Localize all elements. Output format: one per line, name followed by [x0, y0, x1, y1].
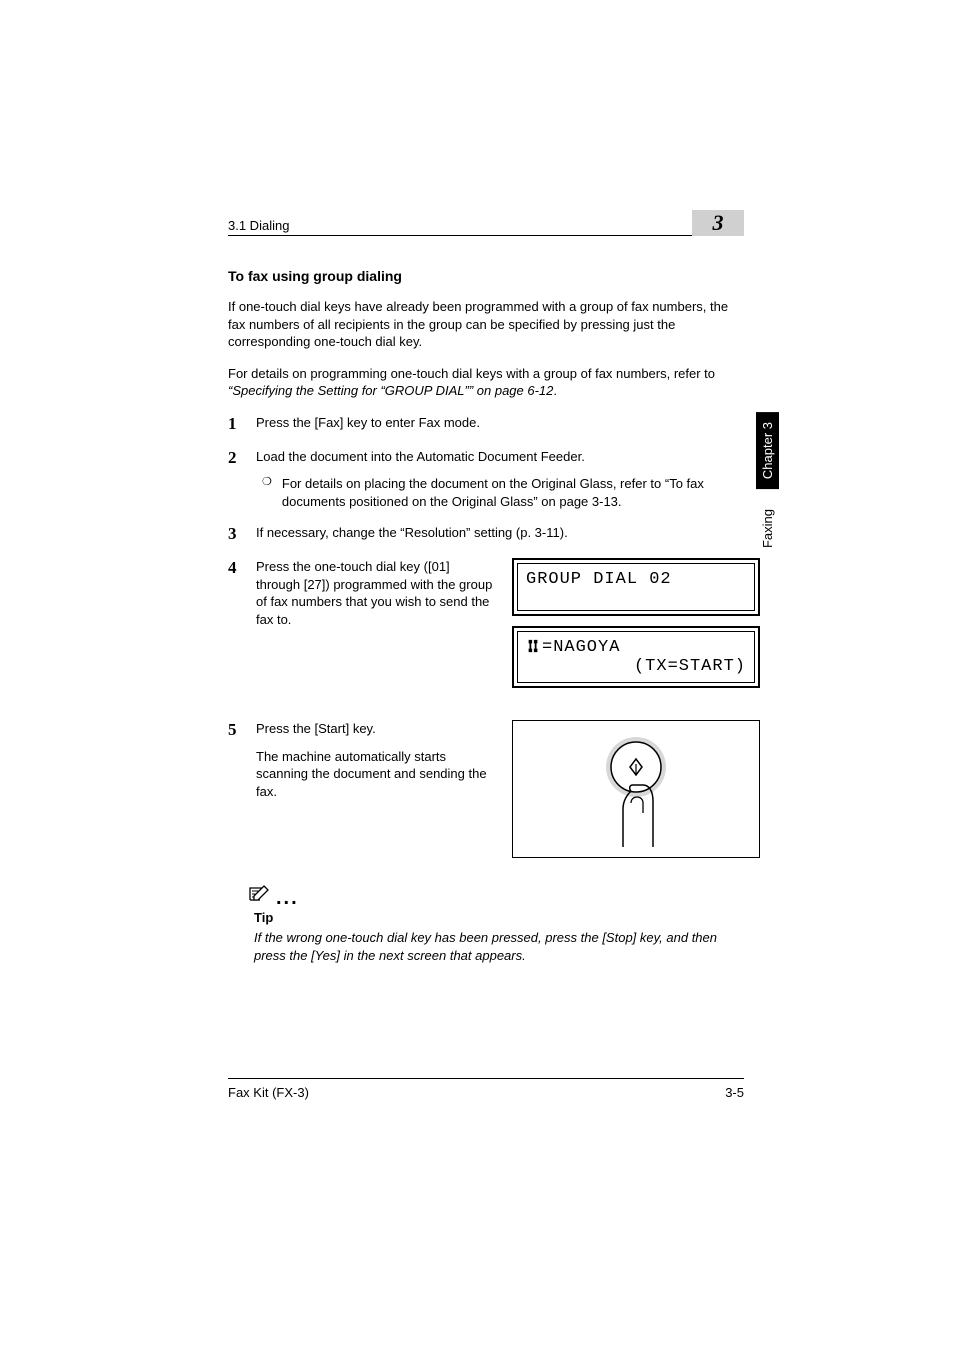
section-title: To fax using group dialing	[228, 268, 744, 284]
step-1-num: 1	[228, 414, 244, 434]
step-2-body: Load the document into the Automatic Doc…	[256, 448, 744, 511]
sub-bullet-icon: ❍	[262, 475, 272, 510]
footer-right: 3-5	[725, 1085, 744, 1100]
step-1-text: Press the [Fax] key to enter Fax mode.	[256, 414, 744, 434]
step-2-sub-c: .	[618, 494, 622, 509]
step-4-num: 4	[228, 558, 244, 698]
chapter-number-box: 3	[692, 210, 744, 236]
footer-left: Fax Kit (FX-3)	[228, 1085, 309, 1100]
step-2-sub-a: For details on placing the document on t…	[282, 476, 665, 491]
step-2-num: 2	[228, 448, 244, 511]
steps-list: 1 Press the [Fax] key to enter Fax mode.…	[228, 414, 744, 859]
start-key-figure	[512, 720, 760, 858]
step-2-subtext: For details on placing the document on t…	[282, 475, 744, 510]
lcd-displays: GROUP DIAL 02 =NAGOYA (TX=START)	[512, 558, 760, 698]
side-tab-section: Faxing	[756, 499, 779, 558]
step-2-subitem: ❍ For details on placing the document on…	[262, 475, 744, 510]
step-5-body: Press the [Start] key. The machine autom…	[256, 720, 494, 800]
page-footer: Fax Kit (FX-3) 3-5	[228, 1078, 744, 1100]
intro-paragraph-1: If one-touch dial keys have already been…	[228, 298, 744, 351]
step-5-text2: The machine automatically starts scannin…	[256, 748, 494, 801]
step-1: 1 Press the [Fax] key to enter Fax mode.	[228, 414, 744, 434]
step-2-text: Load the document into the Automatic Doc…	[256, 449, 585, 464]
tip-label: Tip	[254, 910, 744, 925]
side-tab-chapter: Chapter 3	[756, 412, 779, 489]
phone-icon	[526, 639, 540, 653]
lcd-2-line2: (TX=START)	[526, 657, 746, 676]
chapter-number: 3	[713, 210, 724, 236]
page-content: 3.1 Dialing 3 To fax using group dialing…	[228, 210, 744, 964]
tip-text: If the wrong one-touch dial key has been…	[254, 929, 744, 964]
step-5: 5 Press the [Start] key. The machine aut…	[228, 720, 744, 858]
step-5-text: Press the [Start] key.	[256, 720, 494, 738]
section-ref: 3.1 Dialing	[228, 218, 289, 233]
tip-dots: ...	[276, 888, 299, 908]
step-5-row: Press the [Start] key. The machine autom…	[256, 720, 760, 858]
lcd-display-1: GROUP DIAL 02	[512, 558, 760, 616]
step-4: 4 Press the one-touch dial key ([01] thr…	[228, 558, 744, 698]
step-4-row: Press the one-touch dial key ([01] throu…	[256, 558, 760, 698]
step-4-text: Press the one-touch dial key ([01] throu…	[256, 558, 494, 628]
intro-paragraph-2: For details on programming one-touch dia…	[228, 365, 744, 400]
step-3-num: 3	[228, 524, 244, 544]
lcd-2-inner: =NAGOYA (TX=START)	[517, 631, 755, 683]
page-header: 3.1 Dialing 3	[228, 210, 744, 236]
lcd-1-inner: GROUP DIAL 02	[517, 563, 755, 611]
step-3-text: If necessary, change the “Resolution” se…	[256, 524, 744, 544]
para2-ref: “Specifying the Setting for “GROUP DIAL”…	[228, 383, 553, 398]
tip-block: ... Tip If the wrong one-touch dial key …	[228, 882, 744, 964]
start-key-illustration	[581, 729, 691, 849]
step-3: 3 If necessary, change the “Resolution” …	[228, 524, 744, 544]
lcd-2-line1-text: =NAGOYA	[542, 638, 620, 657]
lcd-2-line1: =NAGOYA	[526, 638, 746, 657]
pencil-note-icon	[246, 882, 272, 908]
step-2: 2 Load the document into the Automatic D…	[228, 448, 744, 511]
step-5-num: 5	[228, 720, 244, 858]
para2-part-c: .	[553, 383, 557, 398]
lcd-1-line1: GROUP DIAL 02	[526, 570, 746, 589]
tip-icon-row: ...	[246, 882, 744, 908]
lcd-display-2: =NAGOYA (TX=START)	[512, 626, 760, 688]
side-tabs: Chapter 3 Faxing	[756, 412, 779, 558]
para2-part-a: For details on programming one-touch dia…	[228, 366, 715, 381]
